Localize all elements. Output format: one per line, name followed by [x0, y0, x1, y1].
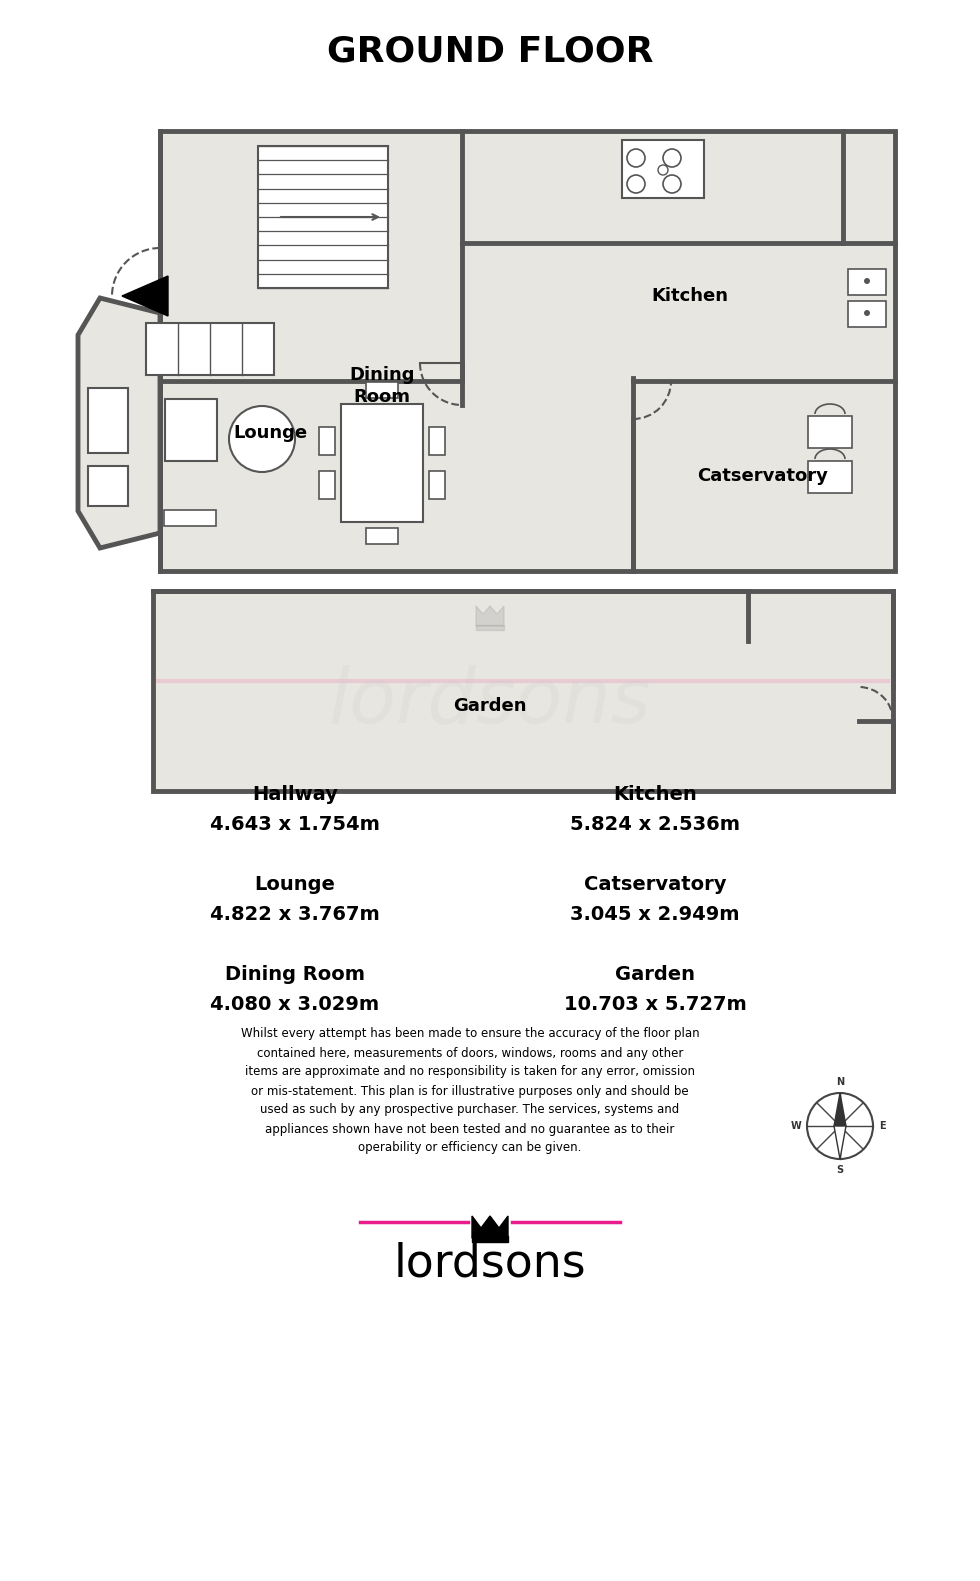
Circle shape	[229, 406, 295, 473]
Circle shape	[864, 278, 870, 285]
Bar	[429, 427, 445, 455]
Text: Dining
Room: Dining Room	[349, 365, 415, 406]
Text: lordsons: lordsons	[394, 1241, 586, 1287]
Bar	[88, 387, 128, 454]
Bar	[160, 131, 895, 571]
Bar	[476, 624, 504, 629]
Bar	[366, 383, 398, 398]
Bar	[622, 141, 704, 198]
Text: 4.080 x 3.029m: 4.080 x 3.029m	[211, 996, 379, 1015]
Bar	[319, 427, 335, 455]
Text: E: E	[879, 1121, 886, 1130]
Bar	[341, 405, 423, 522]
Bar	[164, 511, 216, 526]
Text: GROUND FLOOR: GROUND FLOOR	[326, 35, 654, 68]
Text: Dining Room: Dining Room	[225, 966, 365, 985]
Text: Catservatory: Catservatory	[698, 466, 828, 485]
Text: Garden: Garden	[454, 697, 527, 715]
Text: Kitchen: Kitchen	[652, 288, 728, 305]
Bar	[258, 145, 388, 288]
Bar	[848, 300, 886, 327]
Text: W: W	[790, 1121, 801, 1130]
Bar	[153, 591, 893, 790]
Bar	[808, 462, 852, 493]
Bar	[366, 528, 398, 544]
Text: Lounge: Lounge	[255, 876, 335, 895]
Text: Hallway: Hallway	[252, 786, 338, 805]
Text: lordsons: lordsons	[328, 664, 652, 738]
Bar	[146, 323, 274, 375]
Text: 3.045 x 2.949m: 3.045 x 2.949m	[570, 906, 740, 925]
Text: Whilst every attempt has been made to ensure the accuracy of the floor plan
cont: Whilst every attempt has been made to en…	[241, 1028, 700, 1154]
Text: Lounge: Lounge	[233, 424, 307, 443]
Bar	[319, 471, 335, 500]
Polygon shape	[834, 1126, 846, 1159]
Bar	[165, 398, 217, 462]
Circle shape	[864, 310, 870, 316]
Text: 4.643 x 1.754m: 4.643 x 1.754m	[210, 816, 380, 835]
Polygon shape	[78, 297, 160, 549]
Text: 5.824 x 2.536m: 5.824 x 2.536m	[570, 816, 740, 835]
Text: Catservatory: Catservatory	[584, 876, 726, 895]
Bar	[808, 416, 852, 447]
Text: 4.822 x 3.767m: 4.822 x 3.767m	[210, 906, 380, 925]
Text: S: S	[837, 1165, 844, 1175]
Text: Kitchen: Kitchen	[613, 786, 697, 805]
Polygon shape	[122, 277, 168, 316]
Bar	[88, 466, 128, 506]
Polygon shape	[472, 1216, 508, 1238]
Polygon shape	[476, 606, 504, 626]
Bar	[472, 1236, 508, 1243]
Text: Garden: Garden	[615, 966, 695, 985]
Bar	[848, 269, 886, 296]
Text: N: N	[836, 1077, 844, 1088]
Bar	[429, 471, 445, 500]
Text: 10.703 x 5.727m: 10.703 x 5.727m	[564, 996, 747, 1015]
Polygon shape	[834, 1092, 846, 1126]
